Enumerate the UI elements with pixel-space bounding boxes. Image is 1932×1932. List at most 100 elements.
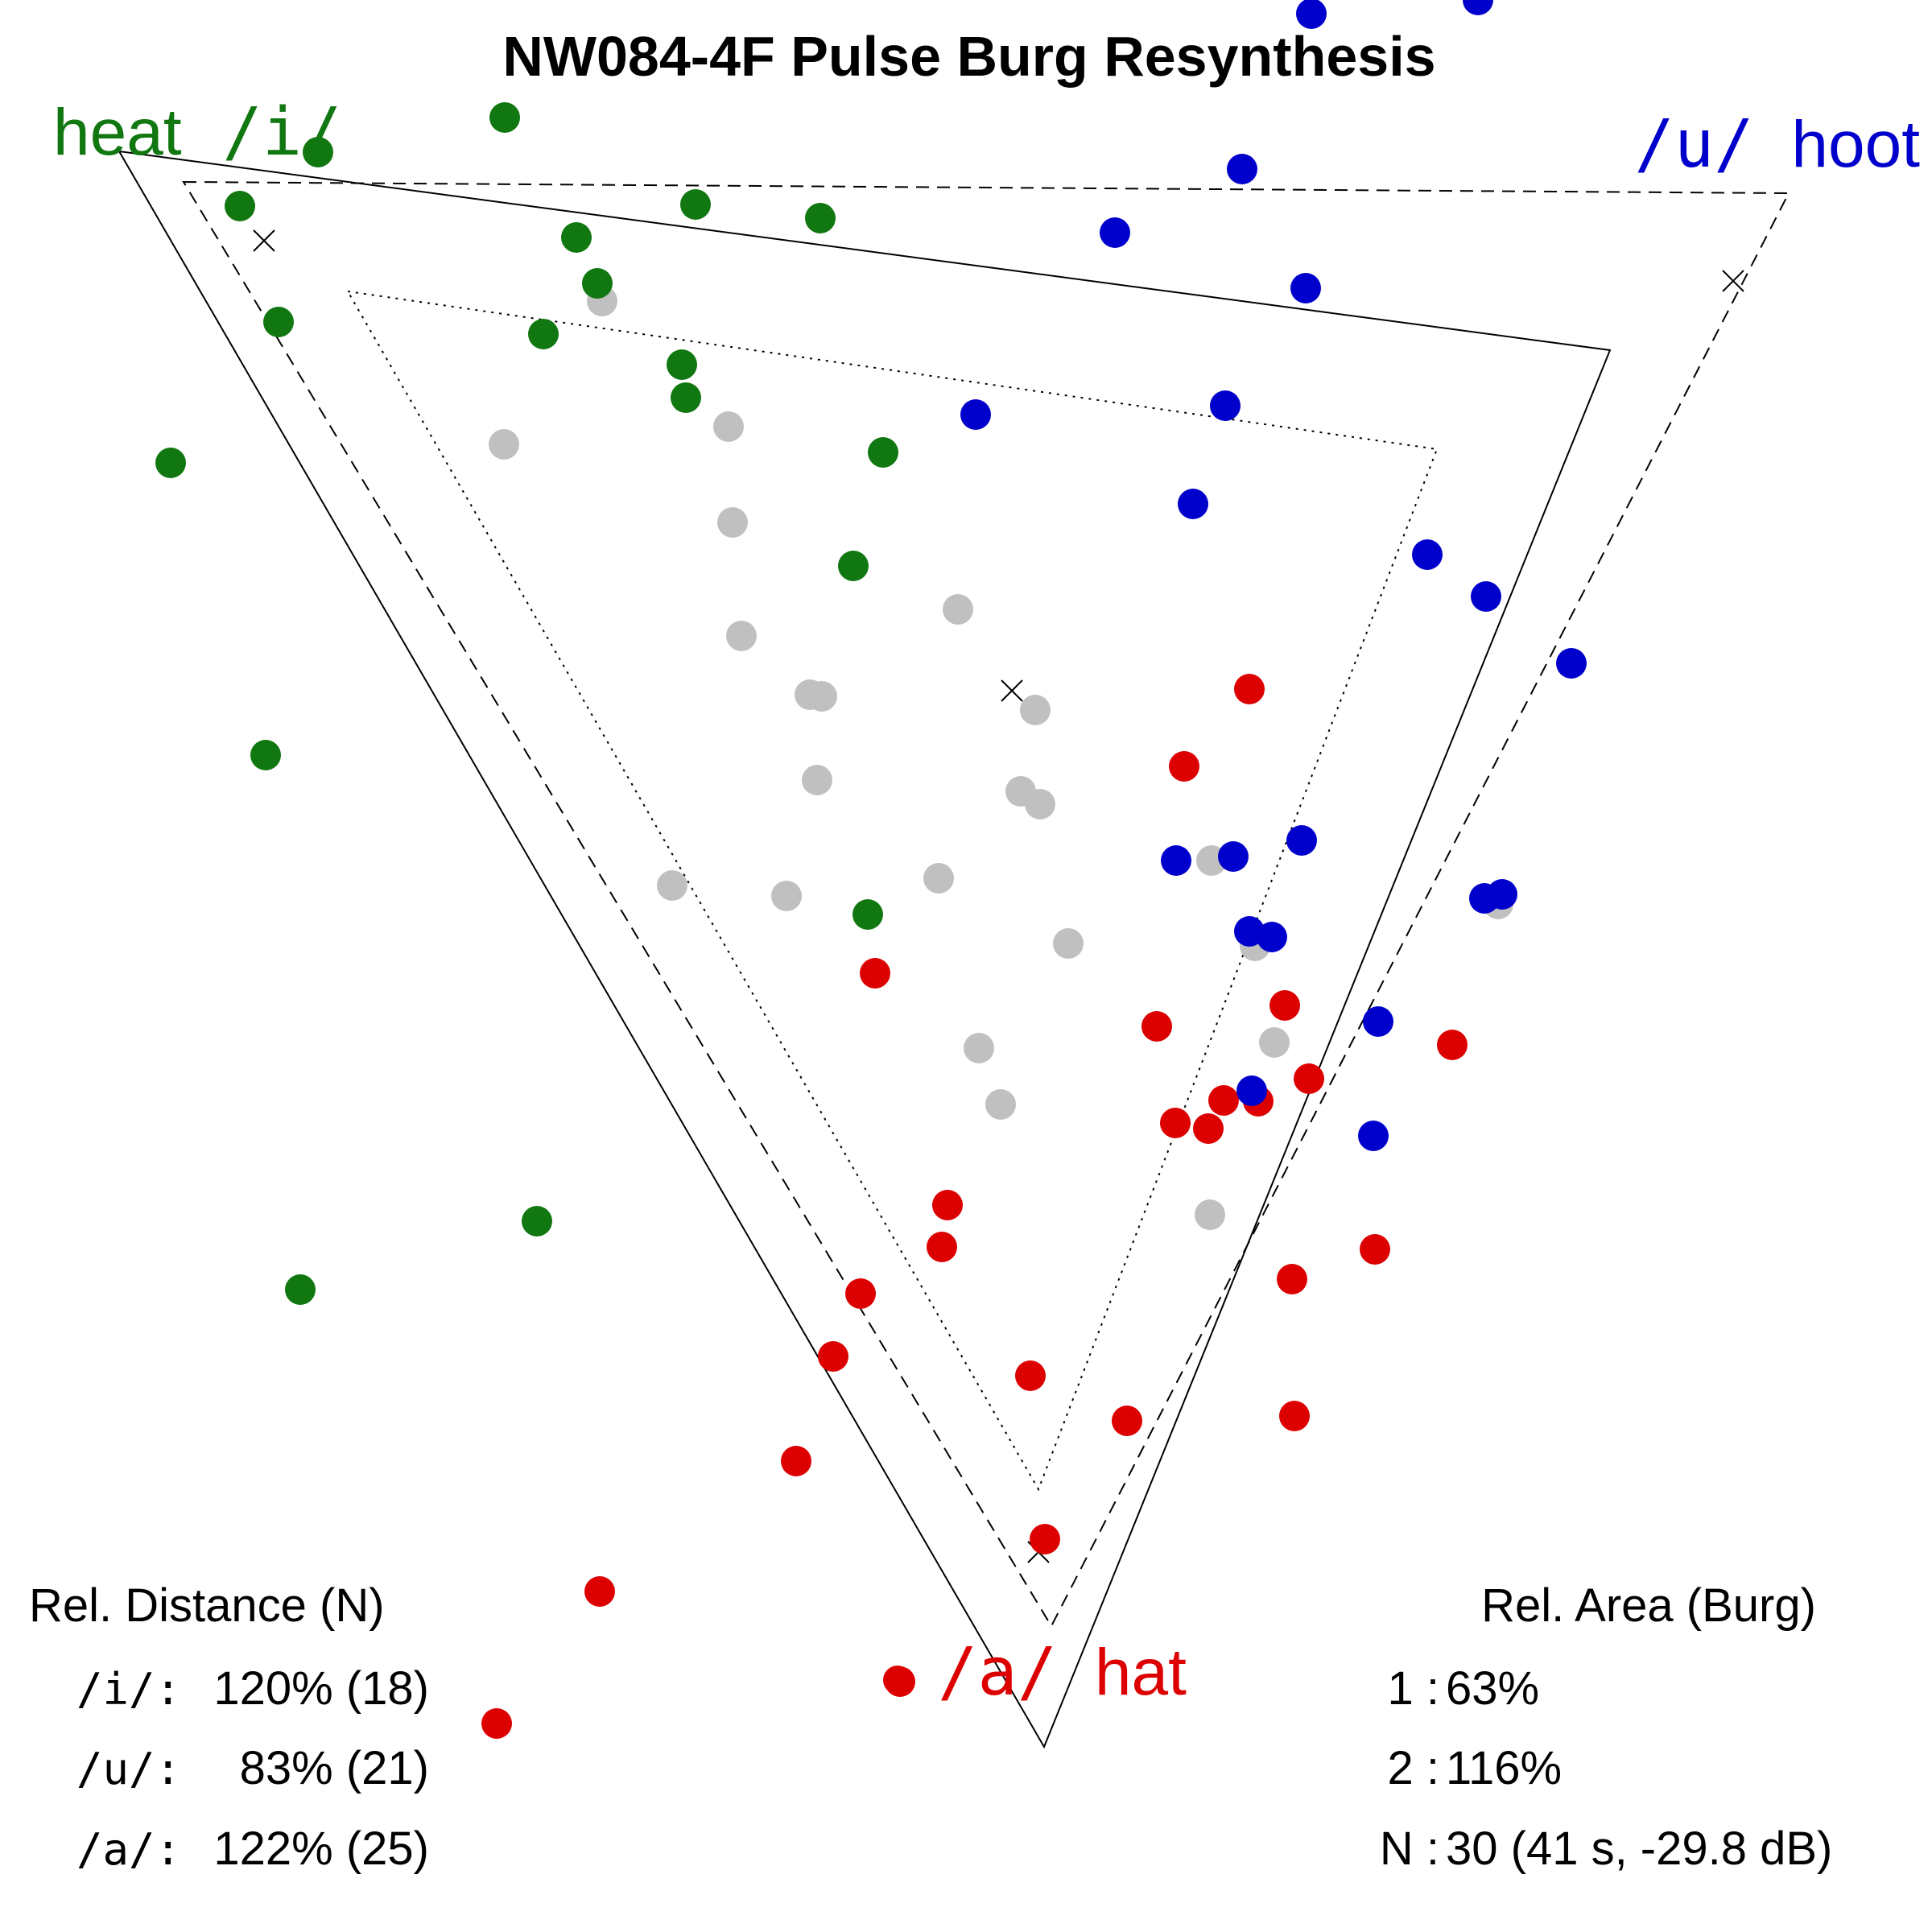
point-i-12 — [155, 448, 186, 478]
point-a-16 — [818, 1341, 848, 1372]
point-u-20 — [1358, 1121, 1389, 1151]
rel-distance-a-label: /a/: — [76, 1824, 181, 1875]
point-i-2 — [225, 191, 255, 221]
point-a-22 — [584, 1576, 615, 1607]
rel-area-1-label: 1 : — [1388, 1662, 1440, 1715]
point-i-4 — [805, 203, 836, 233]
centroid-markers — [253, 229, 1744, 1563]
point-i-15 — [852, 899, 883, 930]
vowel-triangles — [118, 150, 1790, 1749]
rel-distance-i-label: /i/: — [76, 1664, 181, 1715]
point-a-13 — [1360, 1234, 1390, 1265]
point-u-6 — [1210, 390, 1241, 421]
point-a-2 — [860, 958, 890, 989]
point-unlabeled-5 — [943, 594, 973, 625]
rel-area-2-label: 2 : — [1388, 1742, 1440, 1794]
point-a-14 — [1277, 1264, 1307, 1294]
point-a-9 — [1160, 1108, 1191, 1138]
triangle-dashed — [182, 180, 1790, 1629]
point-unlabeled-18 — [1053, 928, 1084, 959]
point-unlabeled-11 — [1025, 789, 1055, 819]
point-i-3 — [680, 189, 711, 220]
point-unlabeled-13 — [657, 870, 687, 901]
point-i-11 — [868, 437, 898, 468]
point-u-9 — [1471, 581, 1501, 612]
vowel-label-i-word: heat — [53, 96, 182, 169]
rel-area-1-value: 63% — [1446, 1662, 1539, 1715]
rel-area-2-value: 116% — [1446, 1742, 1562, 1794]
point-i-0 — [489, 102, 520, 133]
point-unlabeled-4 — [726, 621, 757, 651]
point-unlabeled-1 — [489, 429, 519, 460]
rel-distance-i-value: 120% (18) — [213, 1662, 429, 1715]
rel-distance-a-value: 122% (25) — [213, 1823, 429, 1875]
point-a-24 — [481, 1708, 512, 1739]
vowel-label-a-word: hat — [1095, 1636, 1187, 1709]
point-unlabeled-2 — [713, 411, 744, 442]
point-u-7 — [1178, 489, 1208, 519]
point-unlabeled-15 — [923, 863, 954, 894]
vowel-label-u: /u/ hoot — [1634, 106, 1920, 183]
point-unlabeled-9 — [802, 765, 832, 795]
point-a-19 — [1279, 1401, 1310, 1431]
rel-distance-u-label: /u/: — [76, 1744, 181, 1794]
point-a-11 — [932, 1190, 963, 1220]
point-a-17 — [1015, 1360, 1046, 1391]
point-i-1 — [303, 137, 333, 167]
centroid-cross-0 — [253, 229, 275, 252]
point-i-10 — [671, 382, 701, 413]
point-u-0 — [1296, 0, 1327, 29]
point-u-12 — [1218, 841, 1249, 872]
vowel-label-a-dot — [883, 1666, 912, 1695]
rel-area-heading: Rel. Area (Burg) — [1481, 1579, 1816, 1632]
point-u-19 — [1236, 1075, 1267, 1106]
point-a-3 — [1269, 990, 1300, 1021]
point-i-13 — [838, 551, 869, 581]
vowel-label-a: /a/ hat — [938, 1634, 1187, 1711]
rel-distance-heading: Rel. Distance (N) — [29, 1579, 385, 1632]
point-i-7 — [263, 307, 294, 337]
point-a-20 — [781, 1446, 811, 1476]
point-i-16 — [522, 1206, 552, 1236]
rel-area-n-label: N : — [1380, 1823, 1439, 1875]
rel-distance-panel: Rel. Distance (N) /i/: 120% (18) /u/: 83… — [29, 1579, 429, 1875]
point-u-13 — [1161, 845, 1191, 876]
point-unlabeled-19 — [1259, 1027, 1290, 1058]
point-u-11 — [1286, 825, 1317, 856]
point-i-5 — [561, 222, 592, 253]
point-u-3 — [1100, 217, 1130, 248]
point-a-6 — [1294, 1063, 1324, 1094]
centroid-cross-3 — [1001, 679, 1023, 702]
centroid-cross-1 — [1722, 270, 1744, 292]
point-u-17 — [1257, 922, 1287, 952]
point-u-2 — [1227, 154, 1257, 184]
point-a-4 — [1141, 1011, 1172, 1042]
point-a-10 — [1193, 1113, 1224, 1144]
vowel-label-a-ipa: /a/ — [938, 1634, 1057, 1711]
point-a-15 — [845, 1278, 876, 1309]
point-a-18 — [1112, 1406, 1142, 1436]
point-u-8 — [1412, 539, 1443, 570]
point-unlabeled-21 — [985, 1089, 1016, 1120]
point-i-8 — [528, 319, 559, 349]
point-unlabeled-7 — [807, 681, 837, 712]
point-u-18 — [1363, 1006, 1393, 1037]
point-u-4 — [1290, 273, 1321, 303]
point-unlabeled-20 — [964, 1033, 994, 1063]
point-a-7 — [1208, 1085, 1239, 1116]
rel-area-panel: Rel. Area (Burg) 1 : 63% 2 : 116% N : 30… — [1380, 1579, 1833, 1875]
chart-title: NW084-4F Pulse Burg Resynthesis — [502, 25, 1435, 88]
vowel-label-u-ipa: /u/ — [1634, 106, 1753, 183]
point-i-14 — [250, 740, 281, 770]
point-unlabeled-14 — [771, 881, 802, 911]
point-u-15 — [1487, 879, 1517, 910]
rel-area-n-value: 30 (41 s, -29.8 dB) — [1446, 1823, 1832, 1875]
point-u-1 — [1463, 0, 1493, 15]
point-unlabeled-8 — [1020, 695, 1051, 725]
point-i-6 — [582, 268, 613, 299]
data-points — [155, 0, 1587, 1739]
point-unlabeled-3 — [717, 507, 748, 538]
point-a-21 — [1030, 1524, 1060, 1554]
point-unlabeled-22 — [1195, 1199, 1225, 1230]
